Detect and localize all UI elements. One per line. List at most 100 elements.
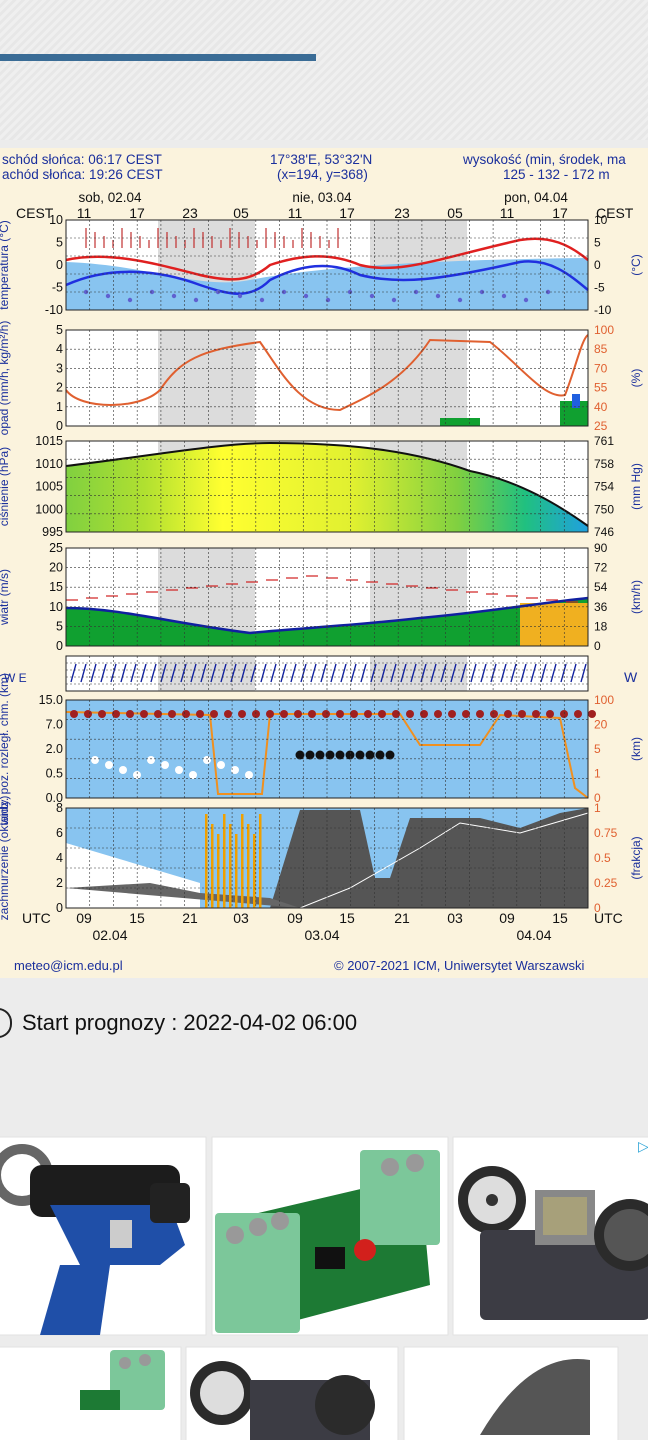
ad-led-module[interactable] <box>215 1150 440 1333</box>
adchoices-icon[interactable]: ▷ <box>638 1138 648 1154</box>
min-temp-dot <box>325 297 331 303</box>
right-tick-label: 0 <box>594 791 601 805</box>
header-accent-bar <box>0 54 316 61</box>
wind-arrow <box>160 663 167 683</box>
night-band <box>158 656 255 691</box>
visibility-dot <box>168 710 176 718</box>
cest-hour: 23 <box>394 205 410 221</box>
utc-hour: 21 <box>394 910 410 926</box>
left-tick-label: 1000 <box>35 502 63 516</box>
panel-border <box>65 219 589 311</box>
wind-arrow <box>530 663 537 683</box>
wind-arrow <box>330 663 337 683</box>
wind-arrow <box>90 663 97 683</box>
right-axis-label: (km/h) <box>629 580 643 614</box>
min-temp-dot <box>523 297 529 303</box>
visibility-dot <box>518 710 526 718</box>
right-tick-label: 754 <box>594 480 614 494</box>
left-tick-label: 995 <box>42 525 63 539</box>
wind-arrow <box>420 663 427 683</box>
visibility-dot <box>574 710 582 718</box>
right-tick-label: 36 <box>594 600 608 614</box>
right-tick-label: 90 <box>594 541 608 555</box>
wind-arrow <box>210 663 217 683</box>
humidity-line <box>65 334 589 412</box>
ad-led-module-2[interactable] <box>80 1350 165 1410</box>
wind-arrow <box>520 663 527 683</box>
left-tick-label: 0 <box>56 258 63 272</box>
left-tick-label: 2.0 <box>46 742 63 756</box>
left-tick-label: 5 <box>56 236 63 250</box>
low-cloud-dot <box>105 761 113 769</box>
wind-arrow <box>430 663 437 683</box>
min-temp-dot <box>237 293 243 299</box>
left-tick-label: 25 <box>49 541 63 555</box>
forecast-start[interactable]: Start prognozy : 2022-04-02 06:00 <box>0 1005 357 1041</box>
precip-bars <box>572 394 580 408</box>
utc-hour: 15 <box>552 910 568 926</box>
precip-prob-bar <box>217 834 220 908</box>
wind-arrow <box>320 663 327 683</box>
ad-mouse[interactable] <box>480 1358 590 1435</box>
panel-border <box>65 329 589 427</box>
panel-border <box>65 807 589 909</box>
clock-icon <box>0 1008 12 1038</box>
ad-film-scanner[interactable] <box>458 1166 648 1320</box>
wind-arrow <box>240 663 247 683</box>
night-band <box>370 656 467 691</box>
right-tick-label: 10 <box>594 213 608 227</box>
wind-arrow <box>280 663 287 683</box>
left-tick-label: 1005 <box>35 480 63 494</box>
visibility-dot <box>350 710 358 718</box>
meteogram[interactable]: schód słońca: 06:17 CEST achód słońca: 1… <box>0 148 648 978</box>
utc-hour: 09 <box>287 910 303 926</box>
utc-hour: 21 <box>182 910 198 926</box>
visibility-dot <box>462 710 470 718</box>
cloud-base-line <box>65 711 589 799</box>
visibility-dot <box>532 710 540 718</box>
low-cloud-dot <box>175 766 183 774</box>
wind-arrow <box>290 663 297 683</box>
wind-arrow <box>140 663 147 683</box>
cloud-dot <box>385 750 395 760</box>
left-axis-label: W E <box>4 671 27 685</box>
footer-email[interactable]: meteo@icm.edu.pl <box>14 958 123 973</box>
left-tick-label: 0 <box>56 419 63 433</box>
low-cloud-dot <box>189 771 197 779</box>
pressure-line <box>65 441 589 527</box>
cloud-dot <box>355 750 365 760</box>
bottom-date: 02.04 <box>92 927 127 943</box>
right-tick-label: 54 <box>594 580 608 594</box>
wind-arrow <box>500 663 507 683</box>
low-cloud-dot <box>231 766 239 774</box>
cest-hour: 17 <box>552 205 568 221</box>
right-tick-label: 746 <box>594 525 614 539</box>
precip-prob-bar <box>247 824 250 908</box>
right-tick-label: 1 <box>594 767 601 781</box>
sunrise-text: schód słońca: 06:17 CEST <box>2 152 162 167</box>
utc-hour: 09 <box>499 910 515 926</box>
left-tick-label: 0 <box>56 901 63 915</box>
precip-bars <box>440 418 480 426</box>
left-tick-label: 15 <box>49 580 63 594</box>
wind-arrow <box>560 663 567 683</box>
wind-arrow <box>340 663 347 683</box>
gust-area <box>520 603 588 646</box>
right-tick-label: 70 <box>594 361 608 375</box>
panel-border <box>65 655 589 692</box>
visibility-dot <box>504 710 512 718</box>
ad-film-scanner-2[interactable] <box>190 1361 375 1440</box>
coords-text: 17°38'E, 53°32'N <box>270 152 373 167</box>
right-tick-label: 0.75 <box>594 826 618 840</box>
cloud-dot <box>375 750 385 760</box>
visibility-dot <box>238 710 246 718</box>
left-tick-label: 15.0 <box>39 693 63 707</box>
right-tick-label: 20 <box>594 718 608 732</box>
footer-copyright: © 2007-2021 ICM, Uniwersytet Warszawski <box>334 958 585 973</box>
left-axis-label: ciśnienie (hPa) <box>0 447 11 526</box>
right-axis-label: W <box>624 669 638 685</box>
visibility-dot <box>476 710 484 718</box>
ad-crimping-tool[interactable] <box>0 1144 190 1335</box>
cest-hour: 17 <box>339 205 355 221</box>
left-axis-label: temperatura (°C) <box>0 220 11 310</box>
